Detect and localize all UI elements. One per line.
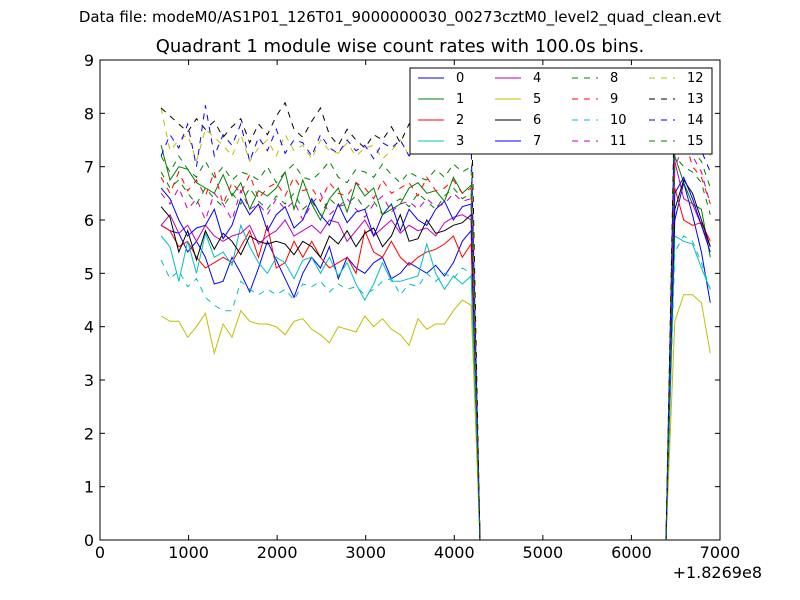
- x-tick-label: 4000: [434, 543, 475, 562]
- legend-label-9: 9: [610, 92, 618, 107]
- y-tick-label: 8: [84, 104, 94, 123]
- legend-label-14: 14: [687, 113, 704, 128]
- y-tick-label: 5: [84, 264, 94, 283]
- series-line-9: [160, 133, 711, 541]
- legend-label-0: 0: [456, 71, 464, 86]
- y-tick-label: 3: [84, 371, 94, 390]
- legend-label-6: 6: [533, 113, 541, 128]
- legend-label-2: 2: [456, 113, 464, 128]
- series-line-2: [160, 187, 711, 541]
- series-line-11: [160, 144, 711, 541]
- legend-label-11: 11: [610, 134, 627, 149]
- y-tick-label: 2: [84, 424, 94, 443]
- series-line-5: [160, 294, 711, 541]
- x-tick-label: 5000: [522, 543, 563, 562]
- legend-label-7: 7: [533, 134, 541, 149]
- series-layer: [160, 85, 711, 541]
- legend-label-4: 4: [533, 71, 541, 86]
- x-tick-label: 1000: [168, 543, 209, 562]
- x-tick-label: 2000: [257, 543, 298, 562]
- legend-label-12: 12: [687, 71, 704, 86]
- y-tick-label: 6: [84, 211, 94, 230]
- data-file-suptitle: Data file: modeM0/AS1P01_126T01_90000000…: [78, 8, 722, 26]
- x-tick-label: 0: [95, 543, 105, 562]
- legend-label-5: 5: [533, 92, 541, 107]
- legend-label-13: 13: [687, 92, 704, 107]
- series-line-4: [160, 161, 711, 541]
- legend-label-10: 10: [610, 113, 627, 128]
- series-line-12: [160, 91, 711, 541]
- y-tick-label: 4: [84, 318, 94, 337]
- legend-box: [409, 67, 713, 155]
- x-tick-label: 6000: [611, 543, 652, 562]
- series-line-15: [160, 154, 711, 541]
- legend-label-15: 15: [687, 134, 704, 149]
- series-line-14: [160, 102, 711, 541]
- chart-title: Quadrant 1 module wise count rates with …: [155, 36, 645, 57]
- series-line-8: [160, 133, 711, 541]
- x-tick-label: 7000: [700, 543, 741, 562]
- series-line-6: [160, 178, 711, 541]
- y-tick-label: 0: [84, 531, 94, 550]
- x-tick-label: 3000: [345, 543, 386, 562]
- plot-frame: [99, 59, 721, 541]
- y-tick-label: 1: [84, 478, 94, 497]
- series-line-10: [160, 235, 711, 541]
- legend-label-8: 8: [610, 71, 618, 86]
- y-tick-label: 9: [84, 51, 94, 70]
- legend-label-3: 3: [456, 134, 464, 149]
- series-line-3: [160, 223, 711, 541]
- x-offset-label: +1.8269e8: [673, 563, 762, 582]
- legend-label-1: 1: [456, 92, 464, 107]
- y-tick-label: 7: [84, 158, 94, 177]
